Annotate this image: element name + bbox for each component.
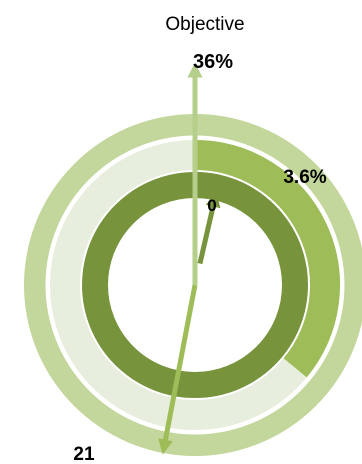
- objective-label: Objective: [165, 14, 244, 35]
- bottom-value-label: 21: [73, 444, 95, 464]
- current-value-label: 3.6%: [283, 167, 326, 188]
- ring-0-arc: [194, 140, 340, 378]
- ring-1-arc: [194, 172, 221, 201]
- zero-label: 0: [207, 196, 216, 215]
- pointer-current: [197, 191, 221, 265]
- pointer-reading: [158, 284, 198, 455]
- objective-value-label: 36%: [193, 51, 233, 73]
